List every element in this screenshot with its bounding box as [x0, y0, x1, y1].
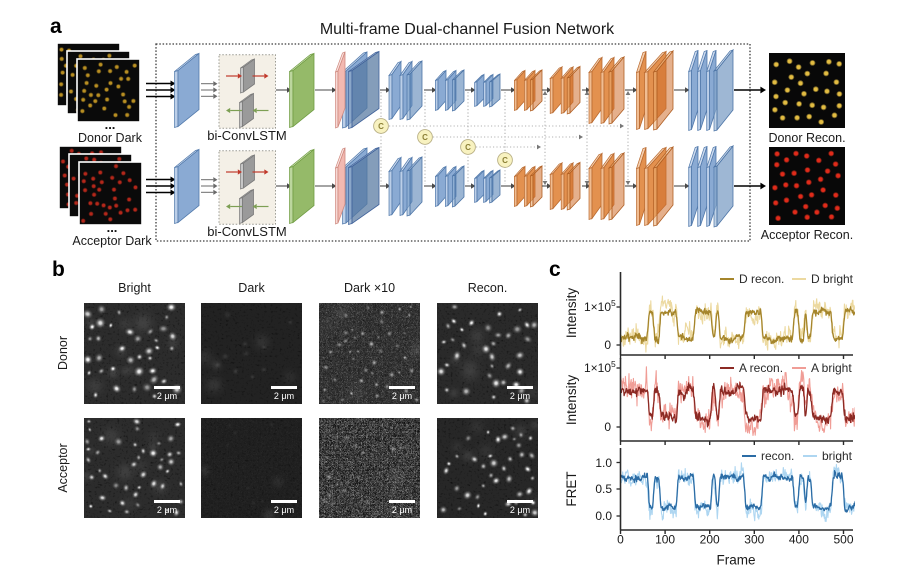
svg-text:1×10: 1×10	[584, 361, 611, 375]
svg-text:2 μm: 2 μm	[510, 505, 530, 515]
svg-text:Acceptor Recon.: Acceptor Recon.	[761, 228, 853, 242]
svg-text:C: C	[465, 143, 471, 152]
svg-text:Donor: Donor	[56, 336, 70, 370]
svg-text:FRET: FRET	[564, 471, 579, 506]
svg-text:2 μm: 2 μm	[510, 391, 530, 401]
svg-text:0.0: 0.0	[595, 509, 612, 523]
svg-text:Intensity: Intensity	[564, 288, 579, 339]
svg-text:500: 500	[833, 533, 853, 547]
svg-text:Acceptor Dark: Acceptor Dark	[72, 234, 152, 248]
svg-text:Donor Recon.: Donor Recon.	[768, 131, 845, 145]
svg-text:2 μm: 2 μm	[274, 505, 294, 515]
svg-text:Dark: Dark	[238, 281, 265, 295]
svg-text:2 μm: 2 μm	[157, 505, 177, 515]
svg-text:2 μm: 2 μm	[274, 391, 294, 401]
svg-text:0: 0	[604, 420, 611, 434]
svg-text:2 μm: 2 μm	[157, 391, 177, 401]
svg-text:A recon.: A recon.	[739, 361, 783, 375]
svg-text:bi-ConvLSTM: bi-ConvLSTM	[207, 128, 286, 143]
svg-text:recon.: recon.	[761, 449, 794, 463]
svg-text:1.0: 1.0	[595, 456, 612, 470]
svg-text:0: 0	[604, 338, 611, 352]
svg-text:D bright: D bright	[811, 272, 854, 286]
svg-text:...: ...	[107, 220, 118, 235]
svg-text:Intensity: Intensity	[564, 375, 579, 426]
svg-text:0.5: 0.5	[595, 482, 612, 496]
svg-text:2 μm: 2 μm	[392, 505, 412, 515]
svg-text:Recon.: Recon.	[468, 281, 508, 295]
svg-text:200: 200	[700, 533, 720, 547]
svg-text:bi-ConvLSTM: bi-ConvLSTM	[207, 224, 286, 239]
svg-text:C: C	[422, 133, 428, 142]
svg-text:A bright: A bright	[811, 361, 852, 375]
svg-text:...: ...	[105, 117, 116, 132]
svg-text:c: c	[549, 258, 561, 281]
svg-text:C: C	[502, 156, 508, 165]
svg-text:Bright: Bright	[118, 281, 151, 295]
svg-text:0: 0	[617, 533, 624, 547]
svg-text:100: 100	[655, 533, 675, 547]
svg-text:300: 300	[744, 533, 764, 547]
svg-text:Multi-frame Dual-channel Fusio: Multi-frame Dual-channel Fusion Network	[320, 21, 615, 38]
svg-text:1×10: 1×10	[584, 300, 611, 314]
svg-text:Donor Dark: Donor Dark	[78, 131, 143, 145]
svg-text:5: 5	[611, 298, 616, 308]
svg-text:Acceptor: Acceptor	[56, 443, 70, 492]
svg-text:C: C	[378, 122, 384, 131]
svg-text:Dark ×10: Dark ×10	[344, 281, 395, 295]
svg-text:D recon.: D recon.	[739, 272, 784, 286]
svg-text:400: 400	[789, 533, 809, 547]
svg-text:2 μm: 2 μm	[392, 391, 412, 401]
svg-text:5: 5	[611, 359, 616, 369]
svg-text:a: a	[50, 15, 62, 38]
svg-text:bright: bright	[822, 449, 853, 463]
svg-text:Frame: Frame	[716, 553, 755, 568]
svg-text:b: b	[52, 258, 65, 281]
